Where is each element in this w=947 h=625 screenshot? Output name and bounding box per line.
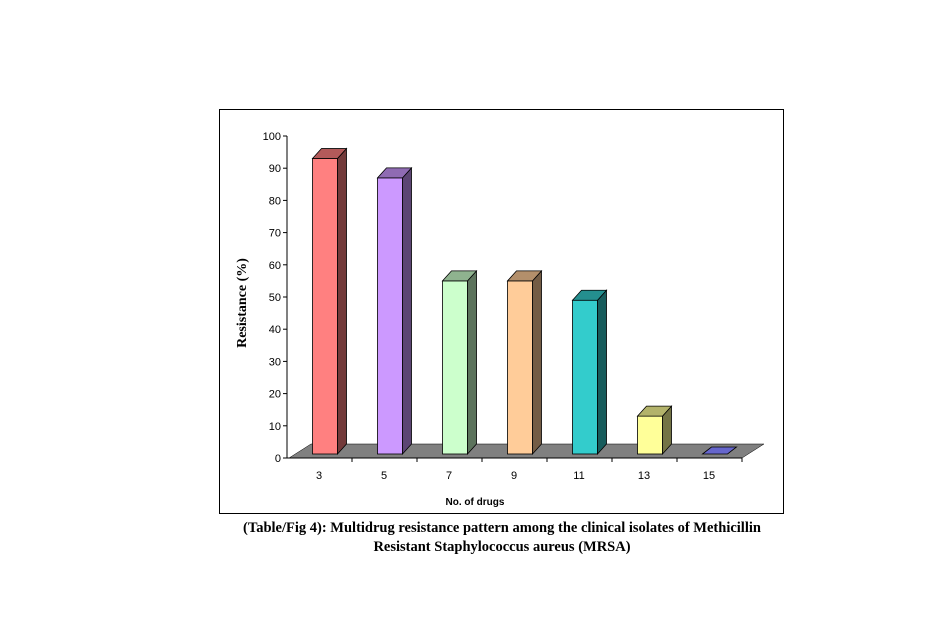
chart-frame: 0 10 20 30 40 50 60 70 80 90 100 3 5 7 9 11 13 15 Resistan…: [219, 109, 784, 514]
x-tick-label: 13: [638, 470, 650, 482]
bar-chart: 0 10 20 30 40 50 60 70 80 90 100 3 5 7 9 11 13 15 Resistan…: [235, 131, 765, 508]
y-tick-label: 60: [269, 260, 281, 272]
bar-top-13: [636, 405, 673, 417]
x-axis-title: No. of drugs: [446, 497, 505, 508]
bar-top-9: [506, 270, 543, 282]
bar-side-11: [597, 289, 607, 456]
bar-side-7: [467, 269, 477, 456]
y-tick-label: 100: [263, 131, 281, 143]
bar-side-3: [337, 147, 347, 456]
y-tick-label: 40: [269, 324, 281, 336]
bar-side-9: [532, 269, 542, 456]
x-tick-label: 15: [703, 470, 715, 482]
bar-3: [312, 158, 338, 455]
x-tick-label: 9: [511, 470, 517, 482]
bar-9: [507, 280, 533, 455]
bar-top-3: [311, 148, 348, 159]
y-tick-label: 80: [269, 195, 281, 207]
bar-13: [637, 415, 663, 455]
x-tick-label: 3: [316, 470, 322, 482]
y-tick-label: 70: [269, 228, 281, 240]
bar-7: [442, 280, 468, 455]
bar-top-7: [441, 270, 478, 282]
bar-11: [572, 299, 598, 455]
y-tick-label: 10: [269, 421, 281, 433]
x-tick-label: 7: [446, 470, 452, 482]
bar-15: [701, 446, 738, 455]
x-tick-label: 11: [573, 470, 584, 482]
y-axis-title: Resistance (%): [235, 258, 250, 348]
caption-line-1: (Table/Fig 4): Multidrug resistance patt…: [243, 520, 761, 536]
y-tick-label: 90: [269, 163, 281, 175]
figure-caption: (Table/Fig 4): Multidrug resistance patt…: [200, 519, 804, 557]
x-tick-label: 5: [381, 470, 387, 482]
y-tick-label: 0: [275, 453, 281, 465]
bar-side-5: [402, 166, 412, 456]
y-tick-label: 30: [269, 356, 281, 368]
bar-top-5: [376, 167, 413, 179]
bar-top-11: [571, 289, 608, 301]
y-tick-label: 20: [269, 389, 281, 401]
y-tick-label: 50: [269, 292, 281, 304]
caption-line-2: Resistant Staphylococcus aureus (MRSA): [373, 539, 631, 555]
bar-5: [377, 177, 403, 455]
